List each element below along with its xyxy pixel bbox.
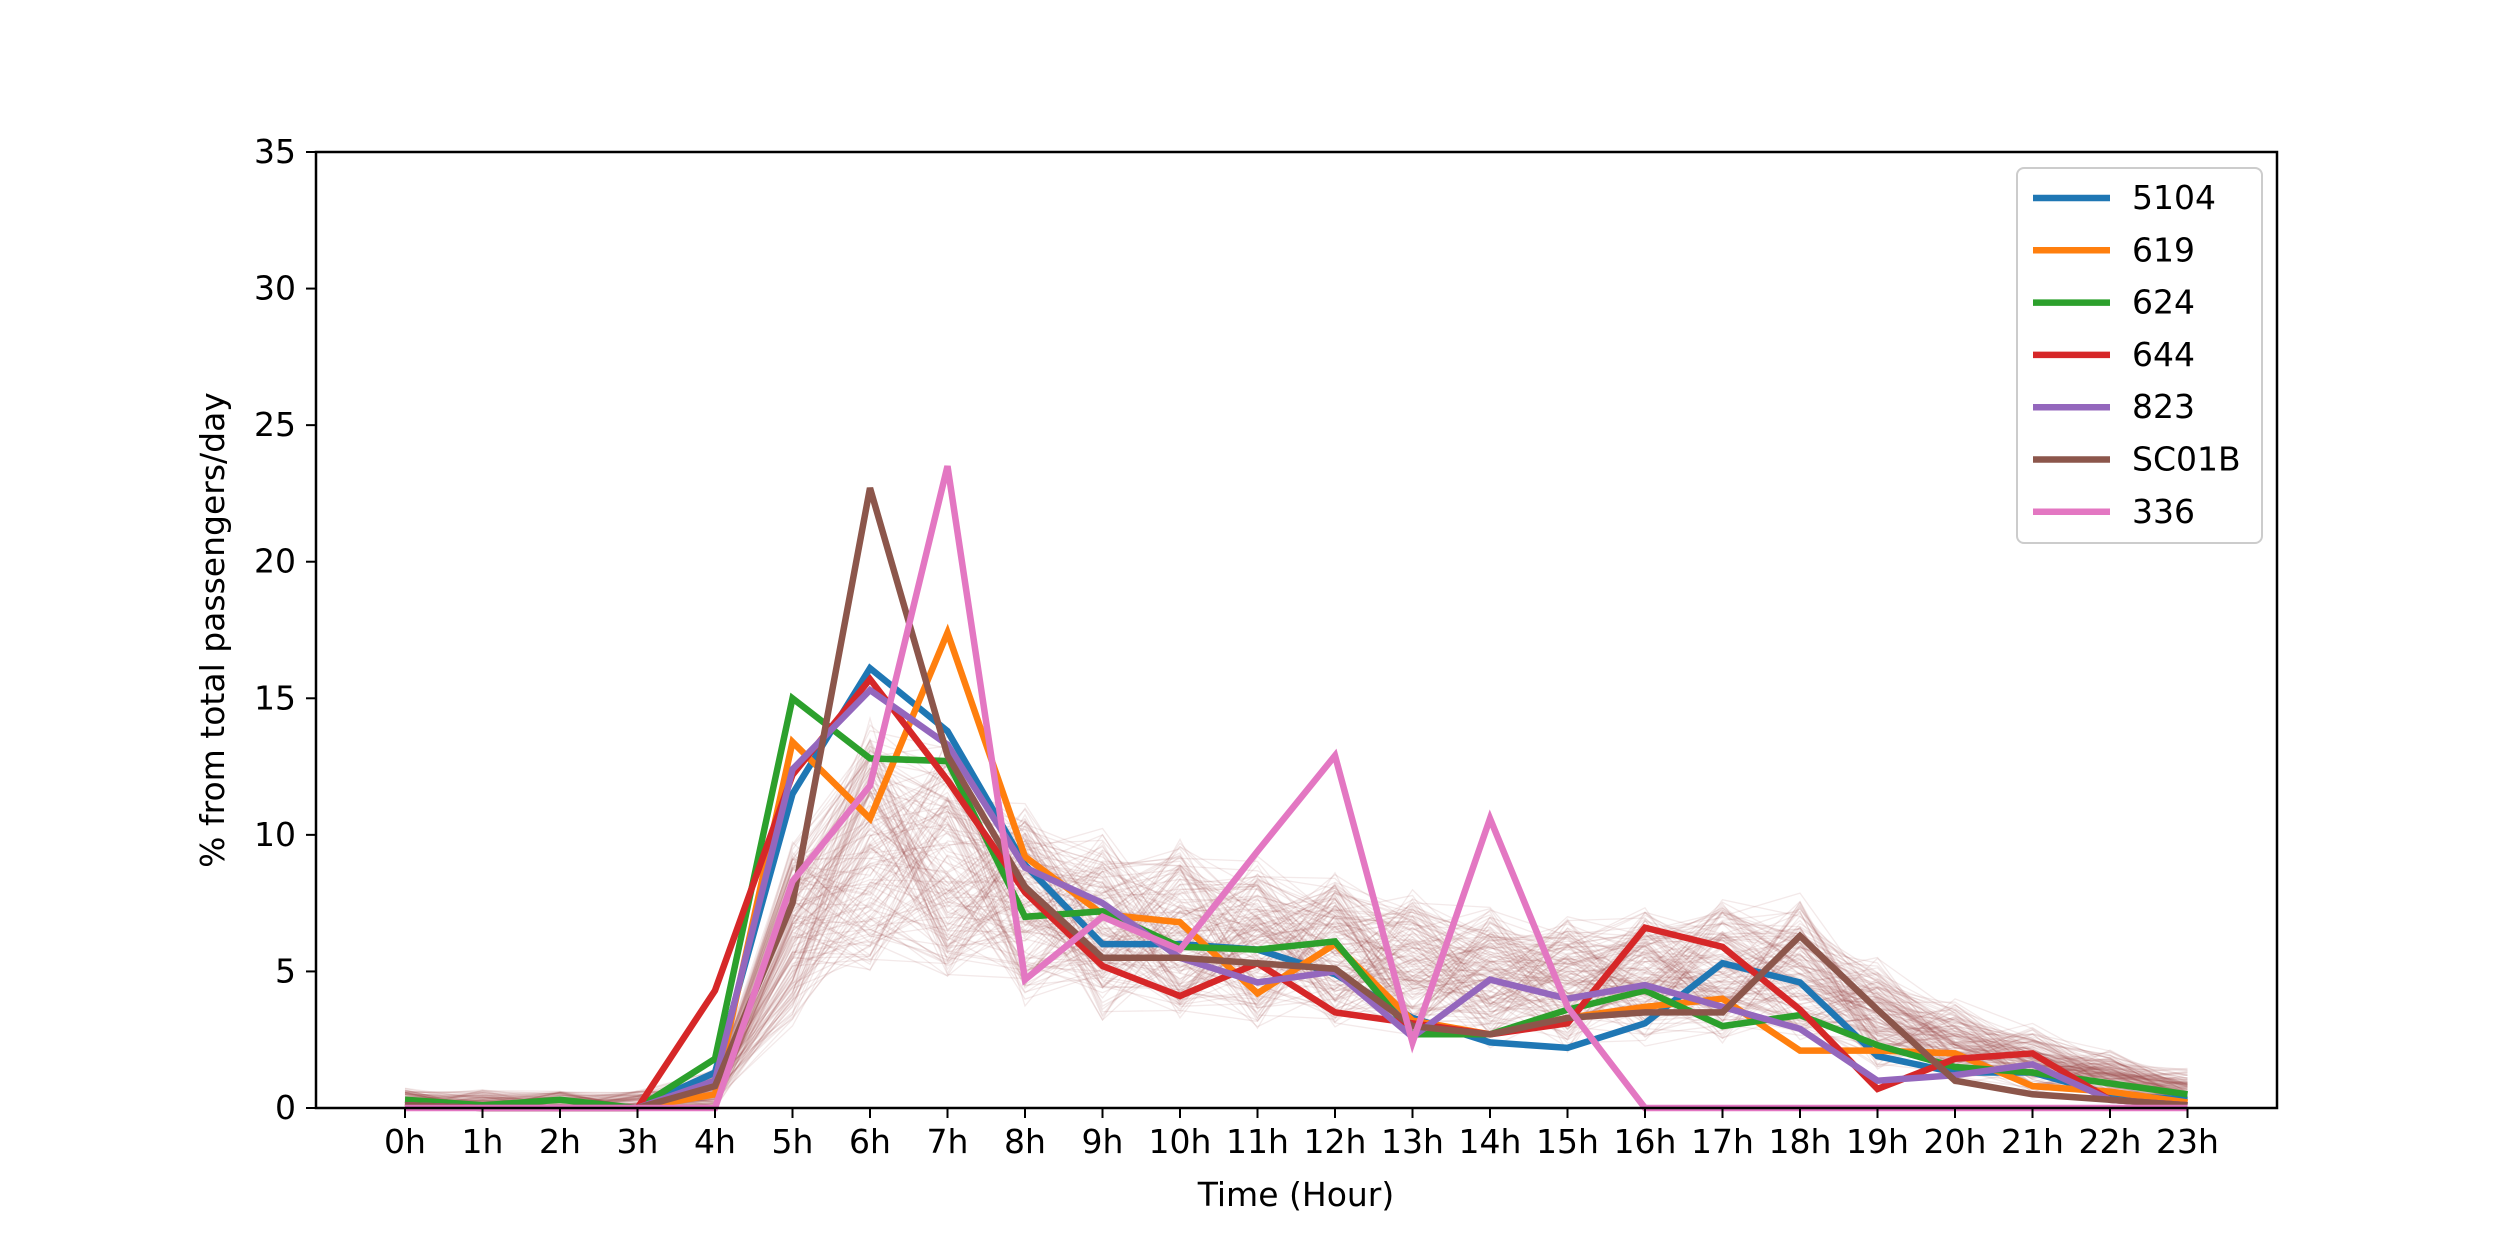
x-tick-label: 5h <box>772 1122 814 1161</box>
legend-label-644: 644 <box>2132 335 2195 374</box>
x-tick-label: 16h <box>1614 1122 1677 1161</box>
y-tick-label: 5 <box>275 951 296 990</box>
y-tick-label: 25 <box>254 405 296 444</box>
x-tick-label: 14h <box>1459 1122 1522 1161</box>
plot-frame <box>314 150 2279 1110</box>
series-line-SC01B <box>404 487 2188 1112</box>
background-route-line <box>404 823 2188 1109</box>
x-tick-label: 17h <box>1691 1122 1754 1161</box>
legend-label-336: 336 <box>2132 492 2195 531</box>
legend-label-SC01B: SC01B <box>2132 440 2241 479</box>
x-tick-label: 18h <box>1769 1122 1832 1161</box>
legend: 5104 619 624 644 823 SC01B 336 <box>2016 167 2263 544</box>
x-tick-label: 6h <box>849 1122 891 1161</box>
x-tick-label: 10h <box>1149 1122 1212 1161</box>
x-tick-label: 4h <box>694 1122 736 1161</box>
y-axis-ticks: 0 5 10 15 20 25 30 35 <box>254 132 316 1127</box>
y-tick-label: 30 <box>254 269 296 308</box>
legend-label-619: 619 <box>2132 230 2195 269</box>
legend-label-823: 823 <box>2132 387 2195 426</box>
y-tick-label: 0 <box>275 1088 296 1127</box>
x-tick-label: 12h <box>1304 1122 1367 1161</box>
background-route-line <box>404 780 2188 1109</box>
background-route-line <box>404 760 2188 1109</box>
background-route-line <box>404 780 2188 1109</box>
background-route-line <box>404 850 2188 1109</box>
x-tick-label: 11h <box>1226 1122 1289 1161</box>
x-tick-label: 13h <box>1381 1122 1444 1161</box>
x-tick-label: 15h <box>1536 1122 1599 1161</box>
background-route-line <box>404 755 2188 1109</box>
y-axis-label: % from total passengers/day <box>193 392 232 868</box>
x-axis-ticks: 0h 1h 2h 3h 4h 5h 6h 7h 8h 9h 10h 11h 12h 13h 14h 15h 16… <box>384 1108 2219 1161</box>
series-line-644 <box>404 673 2188 1112</box>
x-axis-label: Time (Hour) <box>1197 1175 1395 1214</box>
x-tick-label: 9h <box>1082 1122 1124 1161</box>
x-tick-label: 23h <box>2156 1122 2219 1161</box>
series-line-624 <box>404 692 2188 1112</box>
legend-label-5104: 5104 <box>2132 178 2216 217</box>
y-tick-label: 15 <box>254 678 296 717</box>
y-tick-label: 35 <box>254 132 296 171</box>
x-tick-label: 0h <box>384 1122 426 1161</box>
background-route-line <box>405 855 2188 1109</box>
series-line-5104 <box>404 663 2188 1112</box>
x-tick-label: 1h <box>462 1122 504 1161</box>
background-route-line <box>404 857 2188 1103</box>
axes <box>314 150 2279 1110</box>
x-tick-label: 20h <box>1924 1122 1987 1161</box>
x-tick-label: 19h <box>1846 1122 1909 1161</box>
highlighted-series-lines <box>404 465 2188 1112</box>
y-tick-label: 10 <box>254 815 296 854</box>
x-tick-label: 3h <box>617 1122 659 1161</box>
legend-label-624: 624 <box>2132 283 2195 322</box>
x-tick-label: 7h <box>927 1122 969 1161</box>
background-route-line <box>404 821 2188 1109</box>
x-tick-label: 21h <box>2001 1122 2064 1161</box>
background-route-line <box>404 782 2188 1109</box>
background-route-line <box>404 768 2188 1109</box>
legend-box <box>2016 167 2263 544</box>
y-tick-label: 20 <box>254 542 296 581</box>
x-tick-label: 2h <box>539 1122 581 1161</box>
x-tick-label: 8h <box>1004 1122 1046 1161</box>
background-route-line <box>404 791 2188 1109</box>
x-tick-label: 22h <box>2079 1122 2142 1161</box>
series-line-823 <box>404 685 2188 1112</box>
